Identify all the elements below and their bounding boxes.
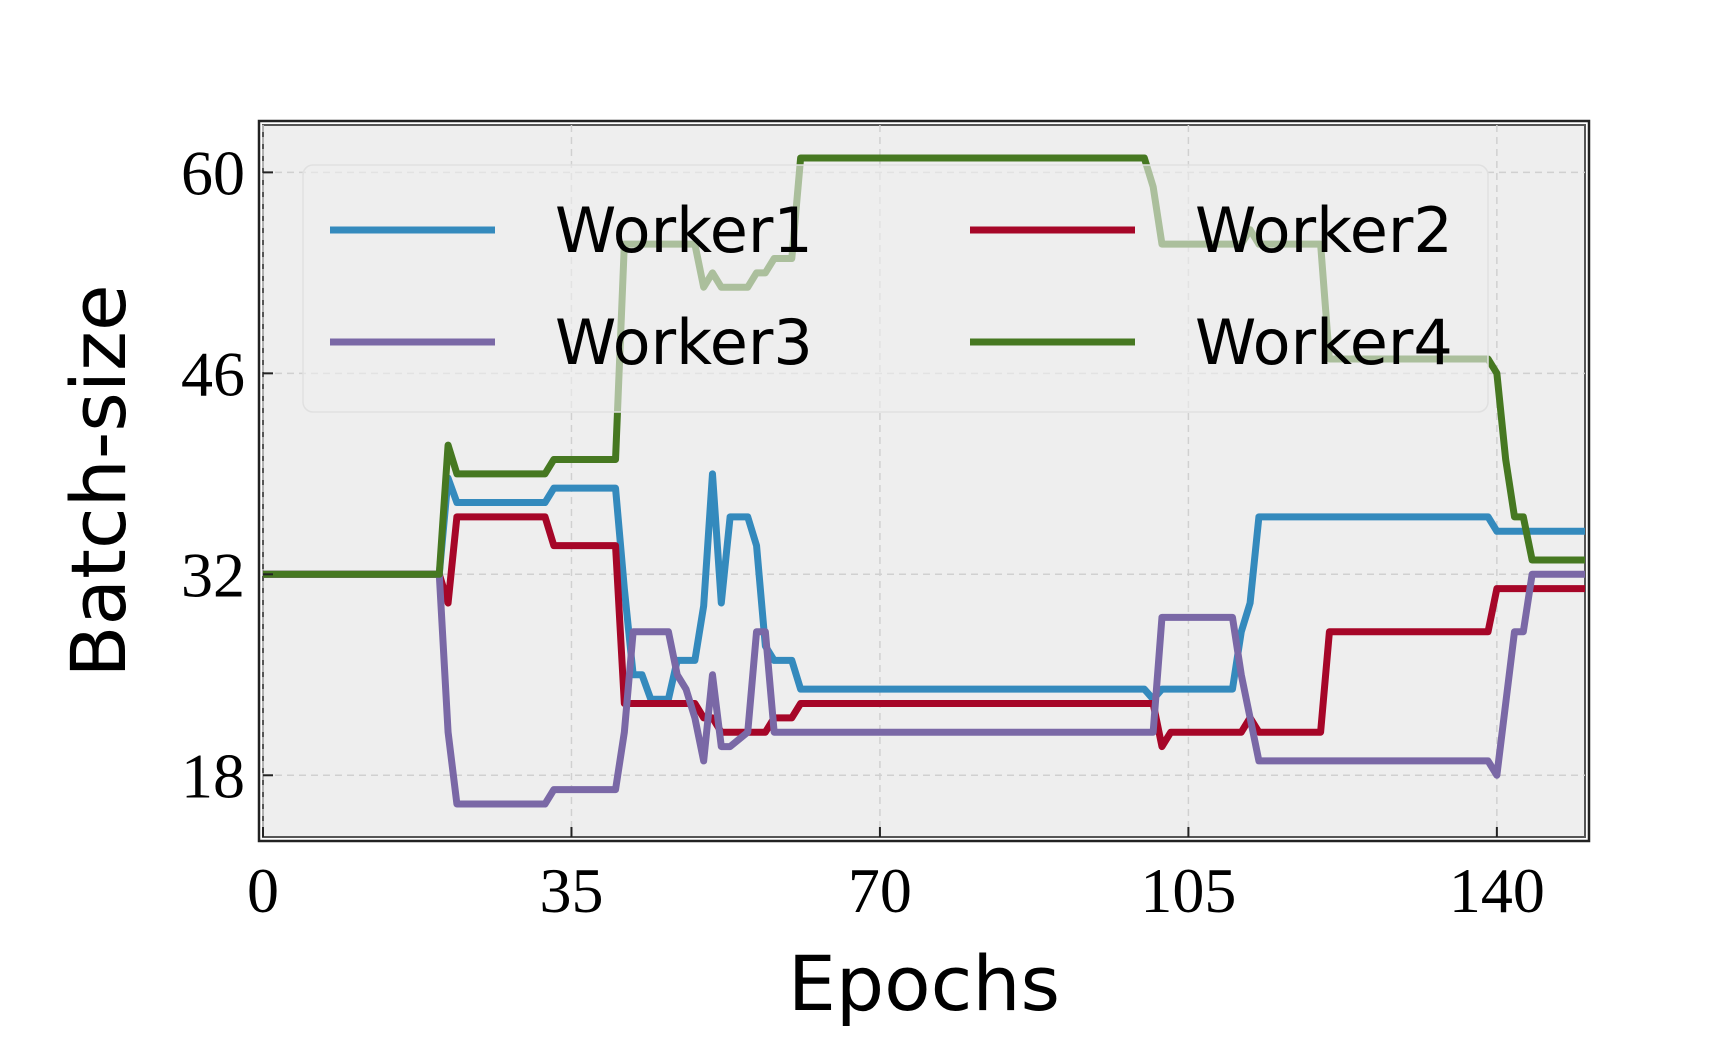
y-tick-label: 60 xyxy=(181,137,245,208)
y-tick-label: 32 xyxy=(181,539,245,610)
x-axis-label: Epochs xyxy=(788,939,1060,1028)
y-axis-label: Batch-size xyxy=(54,284,143,677)
x-tick-label: 140 xyxy=(1449,855,1545,926)
legend: Worker1 Worker2 Worker3 Worker4 xyxy=(330,194,1453,379)
legend-label: Worker3 xyxy=(555,306,813,379)
legend-label: Worker2 xyxy=(1195,194,1453,267)
ticks: 0 35 70 105 140 18 32 46 60 xyxy=(181,137,1545,926)
legend-box xyxy=(302,164,1489,413)
x-tick-label: 105 xyxy=(1140,855,1236,926)
series-line xyxy=(263,570,1585,808)
x-tick-label: 0 xyxy=(247,855,279,926)
y-tick-label: 18 xyxy=(181,740,245,811)
x-tick-label: 35 xyxy=(539,855,603,926)
series-line xyxy=(263,470,1585,703)
legend-label: Worker4 xyxy=(1195,306,1453,379)
plot-frame xyxy=(257,119,1591,843)
series-line xyxy=(263,513,1585,751)
x-tick-label: 70 xyxy=(848,855,912,926)
legend-label: Worker1 xyxy=(555,194,813,267)
y-tick-label: 46 xyxy=(181,338,245,409)
